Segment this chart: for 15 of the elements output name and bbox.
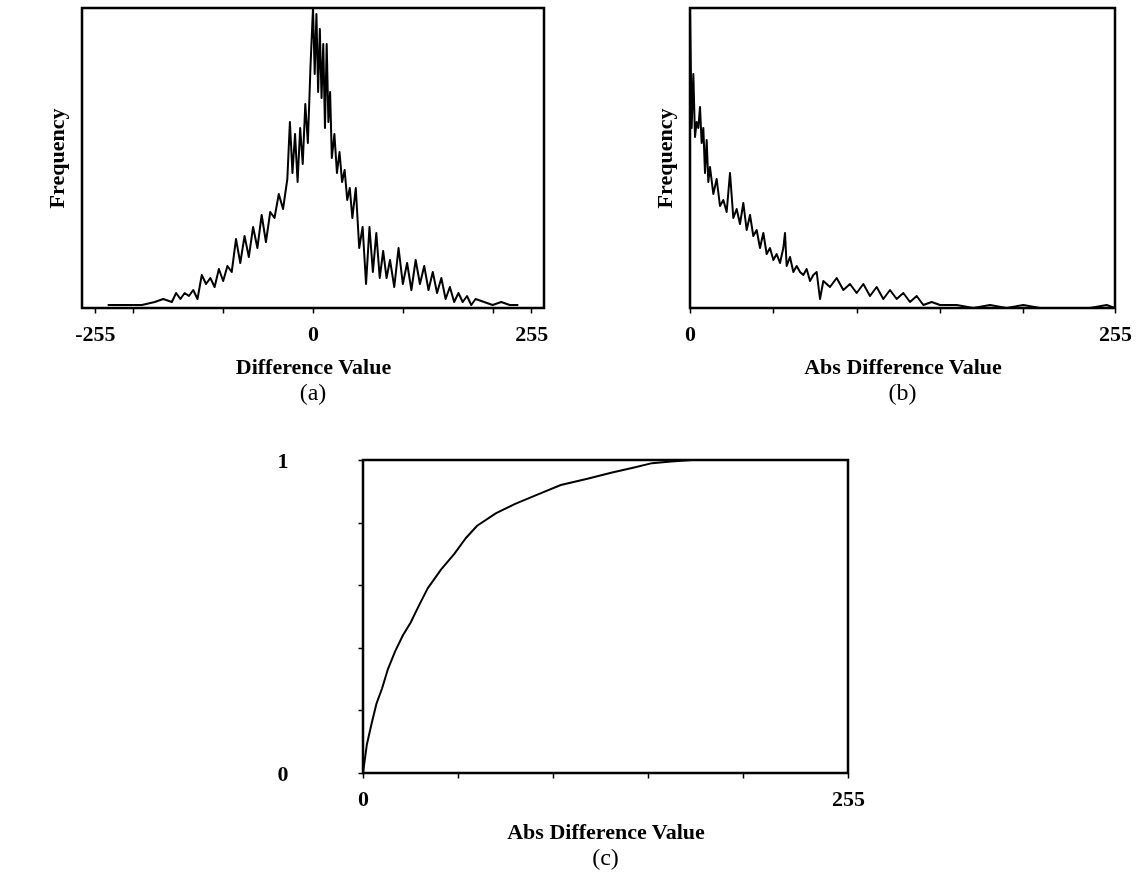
text: (b) — [888, 379, 917, 405]
x-axis-title: Abs Difference Value — [804, 353, 1003, 379]
y-axis-title: Frequency — [43, 108, 69, 209]
text: (a) — [299, 379, 327, 405]
x-tick-label: -255 — [75, 320, 116, 346]
y-tick-label: 1 — [277, 447, 289, 473]
x-axis-title: Abs Difference Value — [507, 818, 706, 844]
x-tick-label: 0 — [308, 320, 319, 346]
x-tick-label: 0 — [685, 320, 696, 346]
x-tick-label: 255 — [515, 320, 549, 346]
text: (c) — [592, 844, 619, 870]
x-tick-label: 255 — [832, 785, 865, 811]
x-tick-label: 255 — [1099, 320, 1132, 346]
y-axis-title: Frequency — [651, 108, 677, 209]
x-axis-title: Difference Value — [235, 353, 392, 379]
